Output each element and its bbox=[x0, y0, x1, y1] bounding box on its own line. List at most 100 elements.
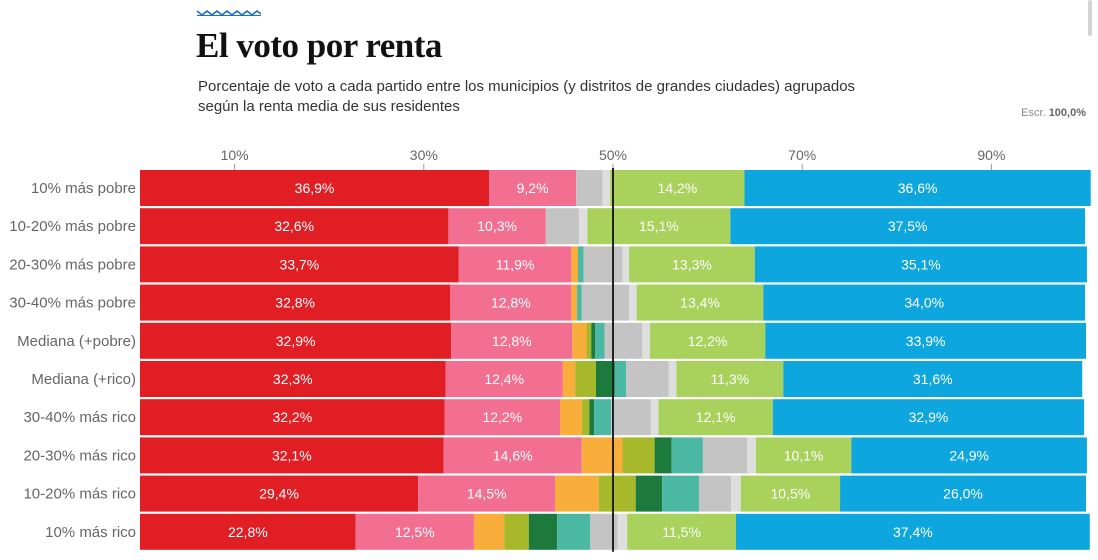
bar-segment-lightgray bbox=[629, 284, 637, 321]
row-label: 30-40% más rico bbox=[23, 409, 136, 426]
data-label: 32,9% bbox=[276, 333, 316, 349]
data-label: 11,5% bbox=[662, 524, 701, 540]
bar-segment-gray bbox=[583, 246, 623, 283]
data-label: 24,9% bbox=[949, 447, 989, 463]
bar-segment-darkgreen bbox=[654, 437, 672, 474]
bar-segment-podemos bbox=[451, 322, 573, 359]
bar-segment-psoe bbox=[140, 208, 449, 245]
bar-segment-ltgreen bbox=[755, 437, 852, 474]
scale-label: Escr. bbox=[1021, 107, 1046, 119]
data-label: 32,2% bbox=[272, 409, 312, 425]
bar-segment-teal bbox=[577, 246, 584, 283]
bar-segment-ltgreen bbox=[587, 208, 731, 245]
bar-segment-gray bbox=[604, 322, 643, 359]
bar-segment-lightgray bbox=[602, 170, 611, 206]
bar-segment-teal bbox=[595, 322, 605, 359]
bar-segment-blue bbox=[772, 399, 1085, 436]
scale-value: 100,0% bbox=[1048, 107, 1086, 119]
bar-segment-lightgray bbox=[650, 399, 659, 436]
bar-segment-ltgreen bbox=[649, 322, 766, 359]
bar-segment-ltgreen bbox=[636, 284, 764, 321]
data-label: 32,6% bbox=[274, 218, 314, 234]
data-label: 15,1% bbox=[639, 218, 679, 234]
row-label: 10% más pobre bbox=[31, 180, 136, 197]
bar-segment-gray bbox=[576, 170, 603, 206]
bar-segment-teal bbox=[594, 399, 612, 436]
row-label: Mediana (+rico) bbox=[31, 371, 136, 388]
data-label: 32,8% bbox=[275, 295, 315, 311]
bar-segment-darkgreen bbox=[528, 513, 558, 550]
bar-segment-gray bbox=[581, 284, 630, 321]
x-tick-label: 90% bbox=[977, 147, 1005, 163]
row-label: 10-20% más rico bbox=[23, 486, 136, 503]
bar-segment-teal bbox=[557, 513, 591, 550]
row-label: 10% más rico bbox=[45, 524, 136, 541]
bar-segment-orange bbox=[555, 475, 599, 512]
bar-segment-orange bbox=[562, 361, 576, 397]
data-label: 29,4% bbox=[259, 486, 299, 502]
bar-segment-darkgreen bbox=[595, 361, 615, 397]
chart-subtitle: Porcentaje de voto a cada partido entre … bbox=[198, 78, 856, 115]
bar-segment-lightgray bbox=[578, 208, 588, 245]
row-label: 20-30% más rico bbox=[23, 447, 136, 464]
data-label: 32,1% bbox=[272, 447, 312, 463]
bar-segment-lightgray bbox=[668, 361, 677, 397]
data-label: 35,1% bbox=[901, 256, 941, 272]
bar-segment-olive bbox=[504, 513, 529, 550]
bar-segment-ltgreen bbox=[676, 361, 784, 397]
x-tick-label: 30% bbox=[410, 147, 438, 163]
bar-segment-podemos bbox=[355, 513, 474, 550]
scale-note: Escr. 100,0% bbox=[1021, 107, 1086, 119]
data-label: 10,5% bbox=[771, 486, 811, 502]
bar-segment-psoe bbox=[140, 246, 459, 283]
bar-segment-teal bbox=[671, 437, 703, 474]
bar-segment-ltgreen bbox=[740, 475, 841, 512]
bar-segment-gray bbox=[545, 208, 579, 245]
bar-segment-podemos bbox=[450, 284, 572, 321]
data-label: 26,0% bbox=[943, 486, 983, 502]
stacked-bar-chart: 10% 30% 50% 70% 90% 10% más pobre 36,9% 9,2% 14,… bbox=[9, 147, 1091, 552]
chart-title: El voto por renta bbox=[196, 26, 442, 65]
bar-segment-ltgreen bbox=[658, 399, 773, 436]
bar-segment-olive bbox=[581, 399, 590, 436]
bar-segment-podemos bbox=[489, 170, 577, 206]
bar-segment-psoe bbox=[140, 399, 445, 436]
bar-segment-podemos bbox=[444, 399, 561, 436]
data-label: 12,5% bbox=[395, 524, 435, 540]
bar-segment-lightgray bbox=[642, 322, 650, 359]
data-label: 12,1% bbox=[696, 409, 736, 425]
bar-segment-orange bbox=[572, 322, 587, 359]
bar-segment-podemos bbox=[445, 361, 563, 397]
bar-segment-psoe bbox=[140, 475, 419, 512]
row-label: 30-40% más pobre bbox=[9, 295, 136, 312]
data-label: 13,4% bbox=[680, 295, 720, 311]
bar-segment-lightgray bbox=[731, 475, 741, 512]
row-label: 20-30% más pobre bbox=[9, 256, 136, 273]
bar-segment-psoe bbox=[140, 284, 451, 321]
data-label: 22,8% bbox=[228, 524, 268, 540]
data-label: 32,3% bbox=[273, 371, 313, 387]
bar-segment-darkgreen bbox=[591, 322, 596, 359]
bar-segment-olive bbox=[586, 322, 592, 359]
data-label: 12,4% bbox=[484, 371, 524, 387]
bar-segment-ltgreen bbox=[629, 246, 755, 283]
x-tick-label: 50% bbox=[599, 147, 627, 163]
row-label: 10-20% más pobre bbox=[9, 218, 136, 235]
data-label: 36,6% bbox=[898, 180, 938, 196]
bar-segment-blue bbox=[754, 246, 1087, 283]
bar-segment-olive bbox=[622, 437, 655, 474]
bar-segment-psoe bbox=[140, 322, 452, 359]
bar-segment-lightgray bbox=[622, 246, 630, 283]
bar-segment-gray bbox=[699, 475, 732, 512]
bar-segment-olive bbox=[575, 361, 596, 397]
scrollbar[interactable] bbox=[1088, 0, 1092, 36]
data-label: 32,9% bbox=[909, 409, 949, 425]
bar-segment-darkgreen bbox=[635, 475, 663, 512]
data-label: 12,2% bbox=[688, 333, 728, 349]
bar-segment-olive bbox=[598, 475, 636, 512]
data-label: 37,5% bbox=[888, 218, 928, 234]
bar-segment-blue bbox=[763, 284, 1086, 321]
bar-segment-psoe bbox=[140, 170, 490, 206]
data-label: 33,9% bbox=[906, 333, 946, 349]
bar-segment-blue bbox=[783, 361, 1083, 397]
